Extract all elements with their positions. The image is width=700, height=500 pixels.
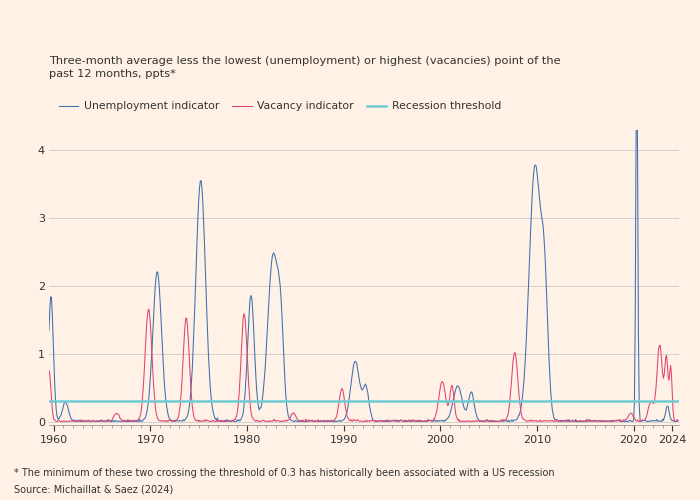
Vacancy indicator [340, 392, 348, 398]
Text: Three-month average less the lowest (unemployment) or highest (vacancies) point : Three-month average less the lowest (une… [49, 56, 561, 79]
Unemployment indicator [309, 418, 317, 424]
Unemployment indicator [124, 418, 132, 424]
Unemployment indicator [468, 392, 477, 398]
Text: Source: Michaillat & Saez (2024): Source: Michaillat & Saez (2024) [14, 484, 174, 494]
Vacancy indicator [468, 418, 477, 424]
Vacancy indicator [673, 418, 682, 424]
Vacancy indicator [136, 410, 145, 416]
Vacancy indicator [309, 418, 317, 424]
Unemployment indicator [255, 407, 263, 413]
Vacancy indicator [495, 418, 503, 424]
Vacancy indicator [145, 306, 153, 312]
Vacancy indicator [45, 368, 53, 374]
Unemployment indicator [137, 418, 146, 424]
Vacancy indicator [255, 418, 263, 424]
Vacancy indicator [598, 418, 607, 424]
Unemployment indicator [598, 418, 606, 424]
Unemployment indicator [673, 418, 682, 424]
Line: Unemployment indicator: Unemployment indicator [49, 48, 678, 422]
Unemployment indicator [633, 46, 641, 52]
Line: Vacancy indicator: Vacancy indicator [49, 309, 678, 422]
Unemployment indicator [340, 416, 348, 422]
Text: * The minimum of these two crossing the threshold of 0.3 has historically been a: * The minimum of these two crossing the … [14, 468, 554, 477]
Legend: Unemployment indicator, Vacancy indicator, Recession threshold: Unemployment indicator, Vacancy indicato… [55, 97, 505, 116]
Unemployment indicator [45, 327, 53, 333]
